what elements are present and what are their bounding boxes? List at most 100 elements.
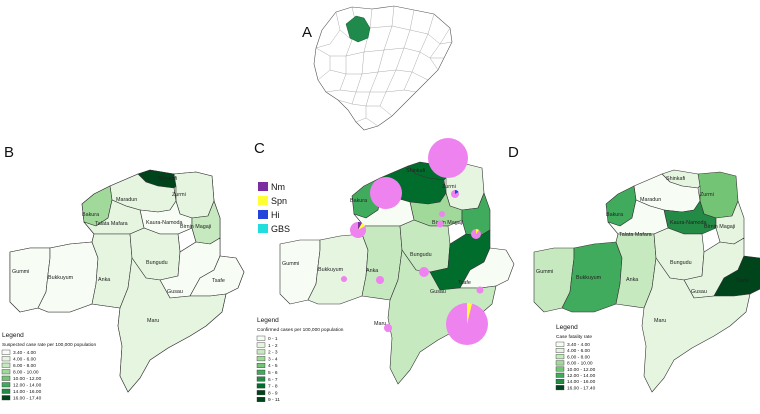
- label-b-maradun: Maradun: [116, 197, 137, 203]
- label-c-maru: Maru: [374, 321, 386, 327]
- label-d-gummi: Gummi: [536, 269, 553, 275]
- panel-d-letter: D: [508, 144, 519, 161]
- legend-item-label: 14.00 - 16.00: [567, 379, 596, 385]
- label-c-bukkuyum: Bukkuyum: [318, 267, 344, 273]
- legend-item-label: 4.00 - 6.00: [567, 348, 590, 354]
- legend-item-label: 4 - 5: [268, 363, 278, 369]
- label-d-bakura: Bakura: [606, 212, 623, 218]
- label-b-bakura: Bakura: [82, 212, 99, 218]
- pathogen-label: GBS: [271, 224, 290, 234]
- label-b-bungudu: Bungudu: [146, 260, 168, 266]
- legend-b-title: Legend: [2, 332, 24, 339]
- legend-swatch: [555, 360, 565, 366]
- label-c-bakura: Bakura: [350, 198, 367, 204]
- legend-b-items: 3.40 - 4.004.00 - 6.006.00 - 8.008.00 - …: [1, 349, 42, 402]
- legend-d-title: Legend: [556, 324, 578, 331]
- legend-item-label: 16.00 - 17.40: [567, 385, 596, 391]
- legend-swatch: [555, 366, 565, 372]
- panel-b: B Shinkafi Zurmi Maradun Bakura Kaura-Na…: [1, 144, 245, 402]
- label-b-kaura: Kaura-Namoda: [146, 220, 183, 226]
- label-d-shinkafi: Shinkafi: [666, 176, 685, 182]
- legend-item-label: 8.00 - 10.00: [567, 361, 593, 367]
- pie-bungudu: [419, 267, 429, 277]
- label-c-gusau: Gusau: [430, 289, 446, 295]
- legend-swatch: [555, 372, 565, 378]
- label-d-anka: Anka: [626, 277, 638, 283]
- legend-swatch: [1, 349, 11, 355]
- legend-item-label: 12.00 - 14.00: [567, 373, 596, 379]
- legend-swatch: [1, 375, 11, 381]
- label-d-maru: Maru: [654, 318, 666, 324]
- panel-b-letter: B: [4, 144, 14, 161]
- legend-swatch: [1, 382, 11, 388]
- label-b-zurmi: Zurmi: [172, 192, 186, 198]
- pie-bakura-nm: [358, 221, 362, 230]
- pie-gusau-spn: [467, 303, 472, 324]
- legend-item-label: 3.40 - 4.00: [13, 350, 36, 356]
- legend-swatch: [256, 335, 266, 341]
- pathogen-label: Nm: [271, 182, 285, 192]
- lga-b-maru: [117, 257, 227, 393]
- legend-swatch: [1, 395, 11, 401]
- legend-swatch: [256, 376, 266, 382]
- pie-kaura-2: [439, 211, 445, 217]
- zamfara-highlight: [345, 15, 371, 43]
- label-c-gummi: Gummi: [282, 261, 299, 267]
- panel-d: D Shinkafi Zurmi Maradun Bakura Kaura-Na…: [508, 144, 760, 393]
- legend-c: Legend Confirmed cases per 100,000 popul…: [256, 317, 344, 403]
- pie-tsafe: [476, 286, 484, 294]
- legend-item-label: 7 - 8: [268, 384, 278, 390]
- legend-swatch: [555, 348, 565, 353]
- legend-swatch: [555, 379, 565, 384]
- legend-item-label: 6.00 - 8.00: [567, 354, 590, 360]
- legend-item-label: 8 - 9: [268, 390, 278, 396]
- legend-d-items: 3.40 - 4.004.00 - 6.006.00 - 8.008.00 - …: [555, 341, 596, 391]
- label-d-maradun: Maradun: [640, 197, 661, 203]
- legend-d-subtitle: Case fatality rate: [556, 334, 592, 340]
- label-b-birnin: Birnin Magaji: [180, 224, 211, 230]
- pie-birnin-spn: [476, 229, 479, 234]
- legend-b-subtitle: Suspected case rate per 100,000 populati…: [2, 342, 96, 348]
- legend-swatch: [256, 383, 266, 389]
- label-c-anka: Anka: [366, 268, 378, 274]
- label-c-bungudu: Bungudu: [410, 252, 432, 258]
- panel-c: C Shinkafi Zurmi Bakura Birnin Magaji Gu…: [254, 138, 515, 403]
- label-d-zurmi: Zurmi: [700, 192, 714, 198]
- label-c-zurmi: Zurmi: [442, 184, 456, 190]
- legend-item-label: 16.00 - 17.40: [13, 396, 42, 402]
- map-c: Shinkafi Zurmi Bakura Birnin Magaji Gumm…: [279, 138, 515, 385]
- panel-c-letter: C: [254, 140, 265, 157]
- legend-swatch: [256, 369, 266, 375]
- legend-swatch: [555, 385, 565, 391]
- legend-swatch: [555, 341, 565, 347]
- legend-swatch: [1, 362, 11, 368]
- label-b-anka: Anka: [98, 277, 110, 283]
- legend-item-label: 3 - 4: [268, 356, 278, 362]
- label-b-bukkuyum: Bukkuyum: [48, 275, 74, 281]
- label-b-maru: Maru: [147, 318, 159, 324]
- legend-swatch: [1, 388, 11, 394]
- pathogen-swatch: [258, 210, 268, 219]
- label-d-bungudu: Bungudu: [670, 260, 692, 266]
- map-b: Shinkafi Zurmi Maradun Bakura Kaura-Namo…: [9, 169, 245, 393]
- pie-anka: [376, 276, 384, 284]
- label-d-kaura: Kaura-Namoda: [670, 220, 707, 226]
- legend-item-label: 1 - 2: [268, 343, 278, 349]
- map-d: Shinkafi Zurmi Maradun Bakura Kaura-Namo…: [533, 169, 760, 393]
- label-b-tsafe: Tsafe: [212, 278, 225, 284]
- legend-swatch: [555, 354, 565, 360]
- legend-item-label: 4.00 - 6.00: [13, 357, 36, 363]
- pathogen-swatch: [258, 224, 268, 233]
- legend-item-label: 6.00 - 8.00: [13, 363, 36, 369]
- legend-d: Legend Case fatality rate 3.40 - 4.004.0…: [555, 324, 596, 391]
- pathogen-legend-items: Nm Spn Hi GBS: [258, 182, 290, 234]
- pathogen-swatch: [258, 196, 268, 205]
- pathogen-label: Spn: [271, 196, 287, 206]
- legend-item-label: 12.00 - 14.00: [13, 383, 42, 389]
- legend-item-label: 14.00 - 16.00: [13, 389, 42, 395]
- legend-swatch: [256, 342, 266, 348]
- label-b-talata: Talata Mafara: [95, 221, 128, 227]
- label-d-gusau: Gusau: [691, 289, 707, 295]
- legend-item-label: 3.40 - 4.00: [567, 342, 590, 348]
- pie-kaura: [436, 220, 444, 228]
